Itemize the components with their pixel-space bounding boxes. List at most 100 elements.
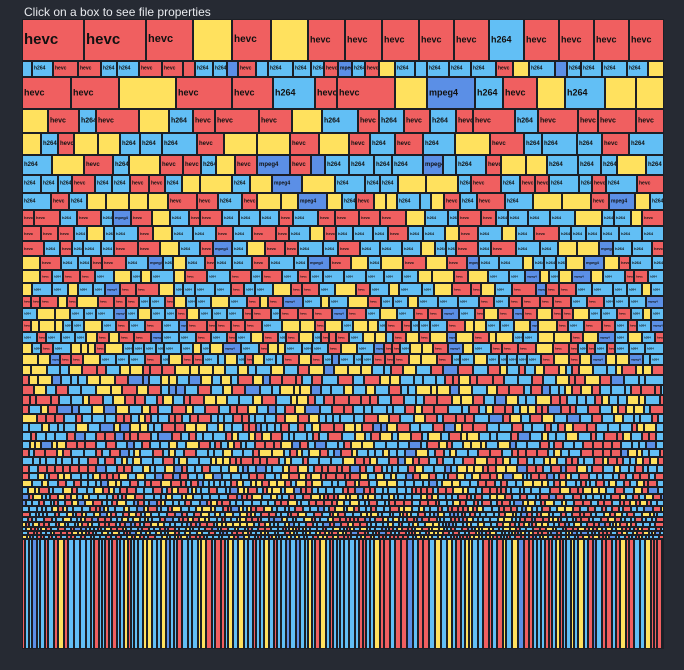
file-box[interactable]: hevc: [245, 354, 253, 365]
file-box[interactable]: [22, 494, 29, 500]
file-box[interactable]: [55, 308, 70, 320]
file-box[interactable]: hevc: [358, 109, 379, 133]
file-box[interactable]: hevc: [338, 241, 360, 256]
file-box[interactable]: [398, 441, 409, 449]
file-box[interactable]: [653, 494, 661, 500]
file-box[interactable]: [93, 500, 102, 506]
file-box[interactable]: hevc: [245, 320, 262, 332]
file-box[interactable]: [459, 375, 470, 385]
file-box[interactable]: [637, 423, 644, 432]
file-box[interactable]: [180, 473, 188, 480]
file-box[interactable]: hevc: [263, 332, 278, 343]
file-box[interactable]: [532, 423, 545, 432]
file-box[interactable]: [246, 441, 255, 449]
file-box[interactable]: h264: [41, 133, 58, 155]
file-box[interactable]: [299, 354, 311, 365]
file-box[interactable]: [389, 385, 401, 395]
file-box[interactable]: hevc: [311, 354, 323, 365]
file-box[interactable]: [112, 500, 117, 506]
file-box[interactable]: [501, 155, 526, 175]
file-box[interactable]: [342, 465, 350, 473]
file-box[interactable]: h264: [95, 175, 112, 193]
file-box[interactable]: hevc: [385, 354, 394, 365]
file-box[interactable]: hevc: [619, 256, 630, 270]
file-box[interactable]: h264: [458, 175, 471, 193]
file-box[interactable]: [378, 395, 391, 405]
file-box[interactable]: h264: [374, 155, 392, 175]
file-box[interactable]: hevc: [252, 226, 276, 241]
file-box[interactable]: hevc: [235, 155, 257, 175]
file-box[interactable]: [415, 61, 427, 77]
file-box[interactable]: [106, 365, 120, 375]
file-box[interactable]: [518, 432, 530, 441]
file-box[interactable]: [623, 457, 630, 465]
file-box[interactable]: [131, 414, 139, 423]
file-box[interactable]: [319, 432, 328, 441]
file-box[interactable]: h264: [478, 226, 502, 241]
file-box[interactable]: [305, 405, 320, 414]
file-box[interactable]: [169, 441, 177, 449]
file-box[interactable]: [534, 457, 544, 465]
file-box[interactable]: [279, 457, 285, 465]
file-box[interactable]: [85, 432, 96, 441]
file-box[interactable]: [300, 441, 308, 449]
file-box[interactable]: [22, 133, 41, 155]
file-box[interactable]: [217, 487, 226, 494]
file-box[interactable]: hevc: [502, 343, 518, 354]
file-box[interactable]: [265, 473, 275, 480]
file-box[interactable]: [562, 193, 591, 210]
file-box[interactable]: [526, 155, 547, 175]
file-box[interactable]: [346, 480, 355, 487]
file-box[interactable]: [593, 449, 603, 457]
file-box[interactable]: [580, 354, 591, 365]
file-box[interactable]: [130, 423, 140, 432]
file-box[interactable]: [223, 385, 232, 395]
file-box[interactable]: hevc: [145, 320, 162, 332]
file-box[interactable]: [562, 500, 566, 506]
file-box[interactable]: [77, 296, 98, 308]
file-box[interactable]: h264: [473, 343, 491, 354]
file-box[interactable]: h264: [614, 296, 629, 308]
file-box[interactable]: [130, 432, 138, 441]
file-box[interactable]: [452, 480, 460, 487]
file-box[interactable]: [425, 414, 437, 423]
file-box[interactable]: [231, 473, 241, 480]
file-box[interactable]: hevc: [313, 308, 332, 320]
file-box[interactable]: [136, 473, 145, 480]
file-box[interactable]: [331, 457, 343, 465]
file-box[interactable]: [157, 500, 161, 506]
file-box[interactable]: [213, 365, 225, 375]
file-box[interactable]: [321, 473, 326, 480]
file-box[interactable]: h264: [652, 256, 664, 270]
file-box[interactable]: [98, 494, 107, 500]
file-box[interactable]: [547, 473, 554, 480]
file-box[interactable]: hevc: [119, 332, 134, 343]
file-box[interactable]: [479, 432, 490, 441]
file-box[interactable]: [335, 283, 356, 296]
file-box[interactable]: [198, 414, 211, 423]
file-box[interactable]: [192, 487, 196, 494]
file-box[interactable]: [447, 441, 452, 449]
file-box[interactable]: [428, 449, 435, 457]
file-box[interactable]: [139, 414, 145, 423]
file-box[interactable]: [442, 480, 452, 487]
file-box[interactable]: [82, 414, 92, 423]
file-box[interactable]: [120, 365, 130, 375]
file-box[interactable]: [431, 385, 437, 395]
file-box[interactable]: hevc: [149, 175, 165, 193]
file-box[interactable]: [461, 432, 467, 441]
file-box[interactable]: [437, 480, 442, 487]
file-box[interactable]: h264: [44, 241, 60, 256]
file-box[interactable]: hevc: [252, 308, 271, 320]
file-box[interactable]: h264: [150, 296, 165, 308]
file-box[interactable]: h264: [528, 210, 550, 226]
file-box[interactable]: [208, 449, 214, 457]
file-box[interactable]: hevc: [160, 155, 183, 175]
file-box[interactable]: h264: [323, 270, 344, 283]
file-box[interactable]: [338, 375, 353, 385]
file-box[interactable]: hevc: [592, 175, 606, 193]
file-box[interactable]: [521, 414, 530, 423]
file-box[interactable]: [379, 61, 395, 77]
file-box[interactable]: [328, 432, 342, 441]
file-box[interactable]: [368, 473, 376, 480]
